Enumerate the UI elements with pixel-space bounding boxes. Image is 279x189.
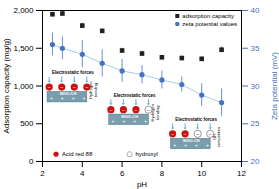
svg-text:6: 6 — [120, 169, 125, 178]
svg-text:30: 30 — [251, 82, 260, 91]
svg-text:hydroxyl: hydroxyl — [136, 151, 158, 157]
svg-text:+: + — [184, 142, 187, 148]
svg-text:+: + — [195, 142, 198, 148]
svg-text:+: + — [173, 142, 176, 148]
svg-text:−: − — [60, 84, 63, 90]
svg-text:zeta potential values: zeta potential values — [182, 21, 237, 27]
svg-text:○: ○ — [127, 150, 133, 158]
svg-text:+: + — [83, 95, 86, 101]
svg-text:35: 35 — [251, 44, 260, 53]
svg-text:+: + — [144, 118, 147, 124]
svg-text:+: + — [206, 142, 209, 148]
svg-text:2: 2 — [40, 169, 45, 178]
svg-text:+: + — [61, 95, 64, 101]
svg-text:−: − — [184, 131, 187, 137]
svg-text:−: − — [73, 84, 76, 90]
svg-text:12: 12 — [237, 169, 246, 178]
svg-text:+: + — [50, 95, 53, 101]
svg-text:−: − — [122, 107, 125, 113]
svg-text:+: + — [112, 118, 115, 124]
svg-text:Adsorption capacity (mg/g): Adsorption capacity (mg/g) — [2, 38, 11, 133]
svg-text:−: − — [147, 107, 150, 113]
svg-text:Hydrogenbonding: Hydrogenbonding — [88, 81, 98, 98]
svg-text:1,000: 1,000 — [13, 82, 34, 91]
svg-text:4: 4 — [80, 169, 85, 178]
svg-text:MGO-CH: MGO-CH — [121, 114, 138, 119]
svg-text:−: − — [109, 107, 112, 113]
svg-text:−: − — [85, 84, 88, 90]
svg-text:−: − — [48, 84, 51, 90]
svg-text:20: 20 — [251, 157, 260, 166]
svg-text:0: 0 — [29, 157, 34, 166]
svg-text:25: 25 — [251, 119, 260, 128]
svg-text:+: + — [133, 118, 136, 124]
svg-text:+: + — [72, 95, 75, 101]
svg-text:OHcompetition: OHcompetition — [212, 127, 222, 147]
svg-text:−: − — [209, 131, 212, 137]
svg-text:2,000: 2,000 — [13, 6, 34, 15]
svg-text:−: − — [196, 131, 199, 137]
svg-text:Electrostatic forces: Electrostatic forces — [114, 93, 156, 98]
svg-text:8: 8 — [160, 169, 165, 178]
svg-text:MGO-CH: MGO-CH — [183, 138, 200, 143]
svg-text:Acid red 88: Acid red 88 — [62, 151, 93, 157]
svg-text:500: 500 — [20, 119, 34, 128]
svg-text:+: + — [122, 118, 125, 124]
svg-text:−: − — [171, 131, 174, 137]
svg-text:Electrostatic forces: Electrostatic forces — [52, 70, 94, 75]
svg-text:pH: pH — [137, 180, 147, 189]
svg-text:−: − — [134, 107, 137, 113]
svg-text:●: ● — [53, 150, 59, 158]
svg-text:MGO-CH: MGO-CH — [60, 91, 77, 96]
svg-text:10: 10 — [197, 169, 206, 178]
svg-text:1,500: 1,500 — [13, 44, 34, 53]
svg-text:Electrostatic forces: Electrostatic forces — [175, 117, 217, 122]
svg-text:adsorption capacity: adsorption capacity — [182, 13, 234, 19]
svg-text:Hydrogenbonding: Hydrogenbonding — [150, 104, 160, 121]
svg-text:Zeta potential (mV): Zeta potential (mV) — [270, 52, 279, 120]
svg-text:40: 40 — [251, 6, 260, 15]
